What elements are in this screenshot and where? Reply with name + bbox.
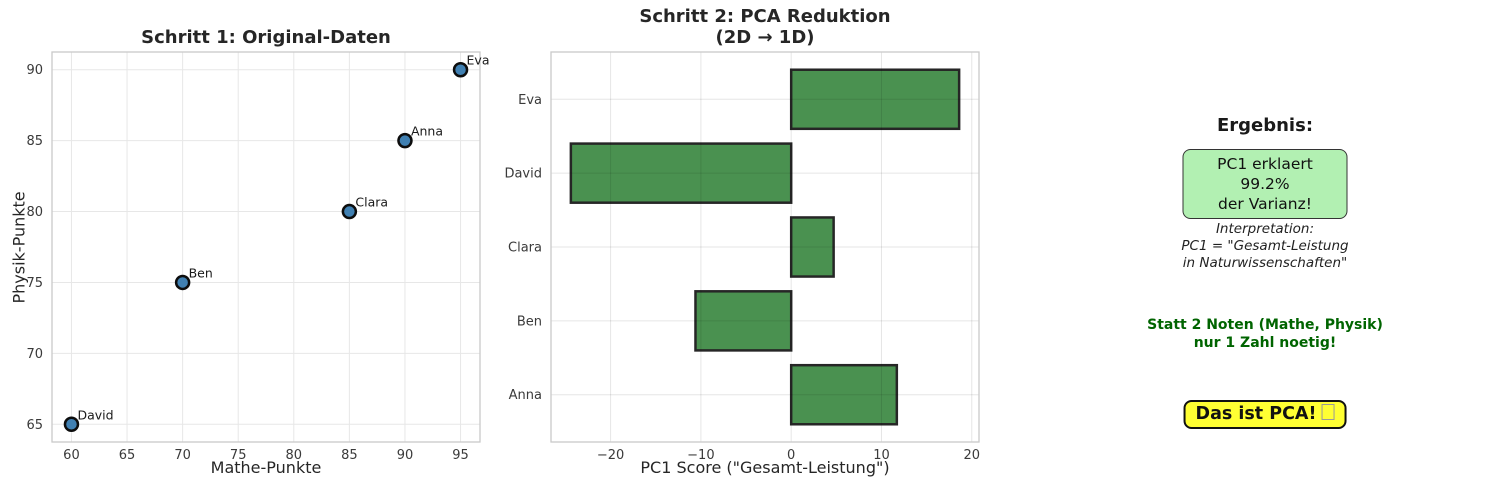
point-label-eva: Eva: [467, 53, 490, 68]
x-tick-label: 60: [63, 448, 80, 463]
interpretation-text: Interpretation: PC1 = "Gesamt-Leistung i…: [1181, 221, 1349, 272]
scatter-point-ben: [174, 274, 191, 291]
point-label-clara: Clara: [355, 195, 388, 210]
y-category-label: Clara: [508, 241, 542, 256]
x-tick-label: 85: [341, 448, 358, 463]
scatter-point-clara: [341, 203, 358, 220]
y-category-label: Anna: [509, 388, 542, 403]
bar-anna: [789, 363, 899, 426]
bar-clara: [789, 216, 835, 278]
point-label-anna: Anna: [411, 124, 443, 139]
variance-result-box: PC1 erklaert 99.2% der Varianz!: [1182, 149, 1348, 220]
x-tick-label: 65: [119, 448, 136, 463]
x-tick-label: 70: [174, 448, 191, 463]
y-tick-label: 65: [26, 418, 43, 433]
x-tick-label: 20: [964, 448, 981, 463]
x-tick-label: 0: [787, 448, 795, 463]
bar-ben: [694, 290, 793, 352]
plot-border: [550, 51, 980, 443]
x-tick-label: 80: [286, 448, 303, 463]
bar-x-axis-label: PC1 Score ("Gesamt-Leistung"): [640, 458, 890, 477]
scatter-point-eva: [452, 61, 469, 78]
y-tick-label: 75: [26, 276, 43, 291]
x-tick-label: −10: [687, 448, 714, 463]
result-panel: Ergebnis: PC1 erklaert 99.2% der Varianz…: [1100, 0, 1430, 489]
y-tick-label: 80: [26, 205, 43, 220]
x-tick-label: 75: [230, 448, 247, 463]
pca-callout-box: Das ist PCA!: [1183, 400, 1347, 429]
benefit-note: Statt 2 Noten (Mathe, Physik) nur 1 Zahl…: [1147, 317, 1383, 352]
point-label-david: David: [77, 407, 113, 422]
x-tick-label: 90: [397, 448, 414, 463]
x-tick-label: 95: [452, 448, 469, 463]
scatter-point-david: [63, 416, 80, 433]
bar-chart-title: Schritt 2: PCA Reduktion (2D → 1D): [639, 6, 891, 48]
y-category-label: David: [504, 167, 542, 182]
y-tick-label: 90: [26, 63, 43, 78]
point-label-ben: Ben: [189, 265, 213, 280]
result-heading: Ergebnis:: [1216, 115, 1314, 136]
y-category-label: Ben: [517, 314, 542, 329]
y-tick-label: 70: [26, 347, 43, 362]
x-tick-label: 10: [873, 448, 890, 463]
y-tick-label: 85: [26, 134, 43, 149]
scatter-chart-title: Schritt 1: Original-Daten: [141, 27, 391, 48]
missing-glyph-icon: [1321, 404, 1335, 420]
x-tick-label: −20: [597, 448, 624, 463]
y-category-label: Eva: [518, 93, 542, 108]
scatter-x-axis-label: Mathe-Punkte: [210, 458, 322, 477]
pca-callout-label: Das ist PCA!: [1195, 404, 1317, 424]
bar-david: [569, 142, 793, 204]
plot-border: [51, 51, 481, 443]
scatter-point-anna: [397, 132, 413, 149]
bar-eva: [789, 68, 961, 131]
